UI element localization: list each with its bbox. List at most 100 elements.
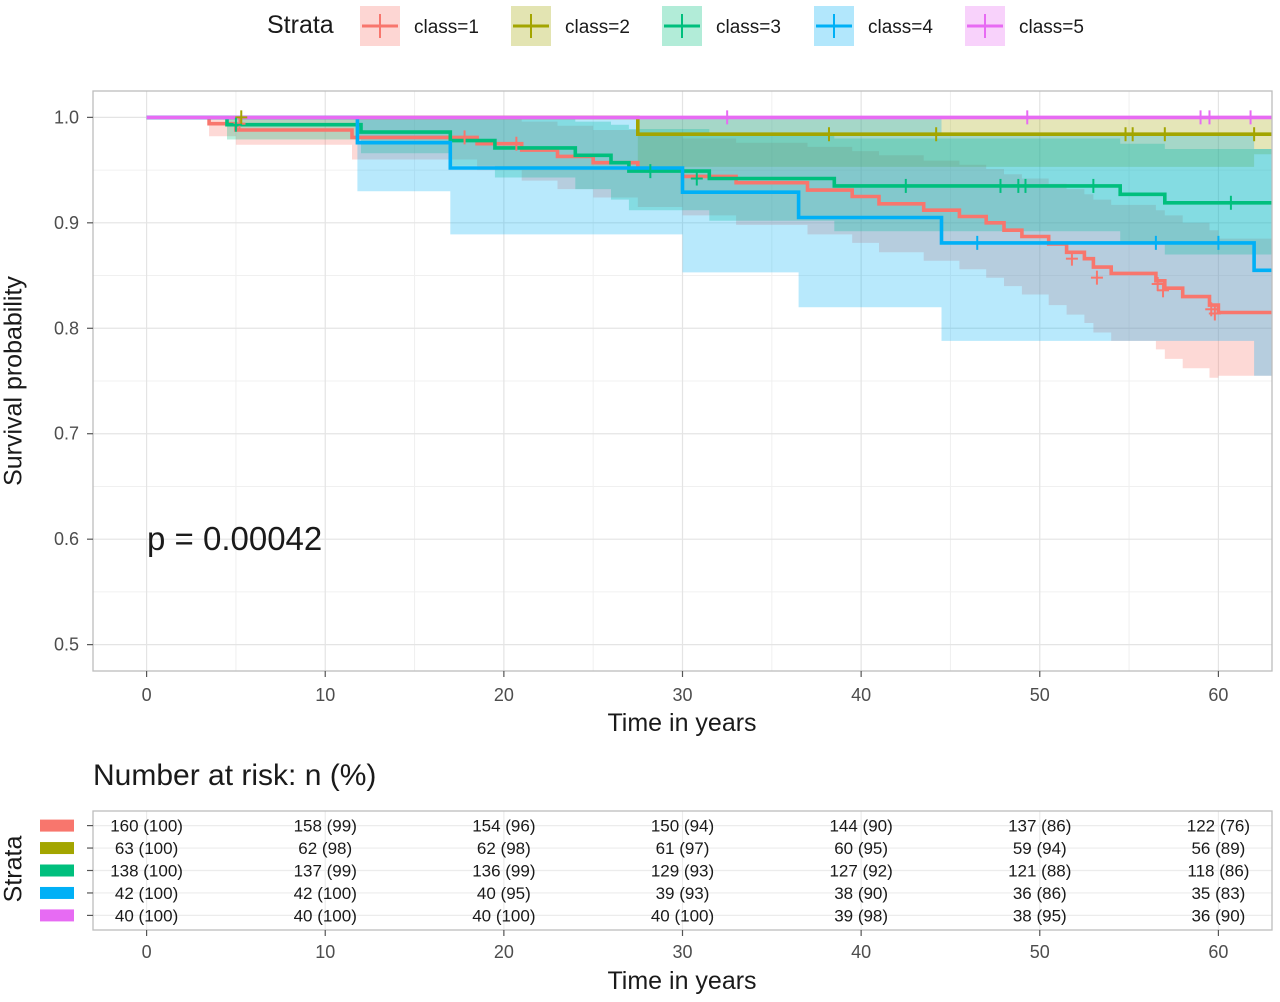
censor-mark — [822, 127, 835, 142]
risk-cell: 62 (98) — [477, 839, 531, 858]
plot-content — [146, 110, 1272, 378]
confidence-band-class-2 — [146, 117, 1272, 167]
legend: Strata class=1 class=2 class=3 class=4 c… — [0, 0, 1280, 56]
censor-mark — [971, 235, 984, 250]
censor-mark — [721, 110, 734, 125]
censor-mark — [1208, 306, 1221, 321]
censor-mark — [1224, 195, 1237, 210]
risk-x-tick-label: 20 — [494, 942, 514, 962]
survival-curve-class-4 — [146, 115, 1272, 273]
censor-mark — [1087, 178, 1100, 193]
x-tick-label: 0 — [142, 685, 152, 705]
legend-label-class-3: class=3 — [716, 17, 781, 38]
y-tick-label: 0.7 — [54, 424, 79, 444]
censor-mark — [690, 171, 703, 186]
censor-mark — [235, 110, 248, 125]
risk-cell: 42 (100) — [115, 884, 178, 903]
risk-cell: 136 (99) — [472, 862, 535, 881]
risk-cell: 121 (88) — [1008, 862, 1071, 881]
risk-x-tick-label: 40 — [851, 942, 871, 962]
censor-mark — [1126, 127, 1139, 142]
risk-cell: 40 (100) — [294, 906, 357, 925]
x-tick-label: 20 — [494, 685, 514, 705]
x-tick-label: 10 — [315, 685, 335, 705]
censor-mark — [1149, 235, 1162, 250]
risk-cell: 35 (83) — [1191, 884, 1245, 903]
censor-mark — [644, 164, 657, 179]
risk-cell: 137 (86) — [1008, 817, 1071, 836]
risk-row-color-key — [40, 842, 74, 855]
risk-row-color-key — [40, 909, 74, 922]
censor-mark — [510, 136, 523, 151]
risk-x-tick-label: 10 — [315, 942, 335, 962]
censor-mark — [1157, 283, 1170, 298]
censor-mark — [1019, 178, 1032, 193]
risk-cell: 42 (100) — [294, 884, 357, 903]
risk-cell: 40 (95) — [477, 884, 531, 903]
censor-mark — [229, 117, 242, 132]
risk-cell: 40 (100) — [115, 906, 178, 925]
legend-key-class-3 — [662, 6, 702, 46]
risk-cell: 154 (96) — [472, 817, 535, 836]
y-tick-label: 0.8 — [54, 318, 79, 338]
x-tick-label: 50 — [1030, 685, 1050, 705]
risk-table-strata-label: Strata — [0, 835, 28, 903]
confidence-band-class-3 — [146, 117, 1272, 255]
confidence-band-class-1 — [146, 117, 1272, 378]
x-tick-label: 60 — [1208, 685, 1228, 705]
risk-cell: 59 (94) — [1013, 839, 1067, 858]
risk-cell: 63 (100) — [115, 839, 178, 858]
censor-mark — [1212, 235, 1225, 250]
risk-cell: 138 (100) — [110, 862, 183, 881]
y-tick-label: 0.5 — [54, 635, 79, 655]
survival-curve-class-3 — [146, 115, 1272, 205]
risk-row-color-key — [40, 864, 74, 877]
risk-cell: 60 (95) — [834, 839, 888, 858]
risk-cell: 38 (90) — [834, 884, 888, 903]
risk-cell: 118 (86) — [1187, 862, 1249, 881]
risk-table-x-axis-label: Time in years — [607, 967, 757, 995]
censor-mark — [1203, 110, 1216, 125]
risk-cell: 61 (97) — [656, 839, 710, 858]
y-tick-label: 0.6 — [54, 529, 79, 549]
legend-label-class-2: class=2 — [565, 17, 630, 38]
risk-row-color-key — [40, 819, 74, 832]
censor-mark — [458, 130, 471, 145]
censor-mark — [1065, 251, 1078, 266]
censor-mark — [1021, 110, 1034, 125]
legend-label-class-4: class=4 — [868, 17, 933, 38]
censor-mark — [994, 178, 1007, 193]
censor-mark — [899, 178, 912, 193]
risk-cell: 36 (86) — [1013, 884, 1067, 903]
risk-cell: 144 (90) — [829, 817, 892, 836]
risk-x-tick-label: 50 — [1030, 942, 1050, 962]
risk-cell: 127 (92) — [829, 862, 892, 881]
risk-cell: 56 (89) — [1191, 839, 1245, 858]
risk-table-title: Number at risk: n (%) — [93, 759, 377, 792]
risk-cell: 160 (100) — [110, 817, 183, 836]
risk-cell: 38 (95) — [1013, 906, 1067, 925]
legend-title: Strata — [267, 11, 334, 39]
risk-row-color-key — [40, 886, 74, 899]
y-tick-label: 0.9 — [54, 213, 79, 233]
risk-cell: 129 (93) — [651, 862, 714, 881]
legend-key-class-4 — [814, 6, 854, 46]
risk-cell: 40 (100) — [651, 906, 714, 925]
risk-x-tick-label: 0 — [142, 942, 152, 962]
p-value-annotation: p = 0.00042 — [147, 520, 323, 557]
legend-key-class-1 — [360, 6, 400, 46]
y-tick-label: 1.0 — [54, 107, 79, 127]
censor-mark — [930, 127, 943, 142]
risk-cell: 137 (99) — [294, 862, 357, 881]
risk-cell: 39 (98) — [834, 906, 888, 925]
risk-cell: 62 (98) — [298, 839, 352, 858]
x-tick-label: 40 — [851, 685, 871, 705]
risk-cell: 158 (99) — [294, 817, 357, 836]
x-axis-label: Time in years — [607, 709, 757, 737]
legend-label-class-5: class=5 — [1019, 17, 1084, 38]
risk-cell: 36 (90) — [1191, 906, 1245, 925]
risk-x-tick-label: 30 — [672, 942, 692, 962]
confidence-band-class-4 — [146, 117, 1272, 376]
legend-key-class-5 — [965, 6, 1005, 46]
